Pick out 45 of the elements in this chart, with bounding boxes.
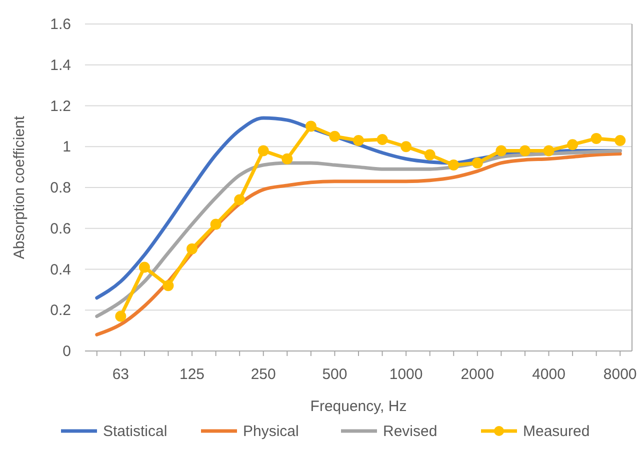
point <box>448 160 460 171</box>
x-tick-label: 2000 <box>460 366 494 383</box>
point <box>258 145 269 156</box>
point <box>496 145 507 156</box>
legend-label: Statistical <box>103 423 168 440</box>
y-tick-label: 1 <box>62 138 71 156</box>
x-tick-label: 250 <box>250 366 276 383</box>
x-tick-label: 63 <box>112 366 130 383</box>
point <box>519 145 530 156</box>
legend-label: Physical <box>243 423 299 440</box>
point <box>329 130 340 142</box>
x-tick-label: 1000 <box>389 366 423 383</box>
x-tick-label: 500 <box>322 366 348 383</box>
y-tick-label: 0.6 <box>50 220 71 238</box>
point <box>186 243 198 254</box>
point <box>472 157 483 168</box>
point <box>282 153 293 164</box>
y-tick-label: 1.2 <box>50 98 71 115</box>
y-tick-label: 0.8 <box>50 180 71 196</box>
point <box>162 280 174 292</box>
y-tick-label: 1.4 <box>50 56 71 74</box>
point <box>138 262 150 273</box>
point <box>305 120 316 132</box>
point <box>614 134 626 146</box>
x-axis-title: Frequency, Hz <box>310 398 407 415</box>
point <box>543 145 554 156</box>
point <box>376 134 388 145</box>
point <box>115 310 126 322</box>
point <box>424 149 436 160</box>
point <box>234 194 246 206</box>
legend-label: Measured <box>523 423 590 440</box>
point <box>210 218 222 230</box>
y-tick-label: 0.4 <box>50 261 71 278</box>
x-tick-label: 8000 <box>603 366 637 383</box>
point <box>567 139 578 150</box>
y-axis-title: Absorption coefficient <box>11 115 28 260</box>
point <box>400 141 412 152</box>
legend-label: Revised <box>383 423 438 440</box>
y-tick-label: 0 <box>62 343 71 360</box>
y-tick-label: 1.6 <box>50 16 71 33</box>
point <box>353 134 364 146</box>
x-tick-label: 4000 <box>532 366 566 383</box>
point <box>590 132 602 144</box>
x-tick-label: 125 <box>180 366 205 383</box>
y-tick-label: 0.2 <box>50 302 71 320</box>
